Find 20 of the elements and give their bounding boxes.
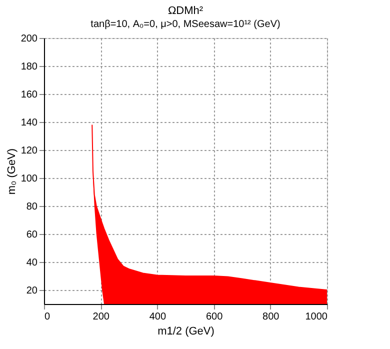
y-tick-label: 140	[20, 118, 38, 128]
y-tick-label: 80	[26, 202, 38, 212]
y-tick-label: 100	[20, 174, 38, 184]
y-tick-label: 20	[26, 286, 38, 296]
x-tick-label: 200	[92, 312, 110, 322]
y-tick-label: 40	[26, 258, 38, 268]
y-tick-label: 180	[20, 62, 38, 72]
y-tick-label: 160	[20, 90, 38, 100]
x-tick-label: 600	[206, 312, 224, 322]
y-tick-label: 200	[20, 34, 38, 44]
chart-title: ΩDMh²	[168, 5, 204, 17]
chart-subtitle: tanβ=10, A₀=0, μ>0, MSeesaw=10¹² (GeV)	[90, 19, 280, 30]
y-tick-label: 60	[26, 230, 38, 240]
x-axis-title: m1/2 (GeV)	[158, 326, 214, 338]
x-tick-label: 0	[44, 312, 50, 322]
x-tick-label: 1000	[305, 312, 328, 322]
y-tick-label: 120	[20, 146, 38, 156]
x-tick-label: 400	[149, 312, 166, 322]
x-tick-label: 800	[262, 312, 280, 322]
y-axis-title: m₀ (GeV)	[6, 148, 18, 195]
